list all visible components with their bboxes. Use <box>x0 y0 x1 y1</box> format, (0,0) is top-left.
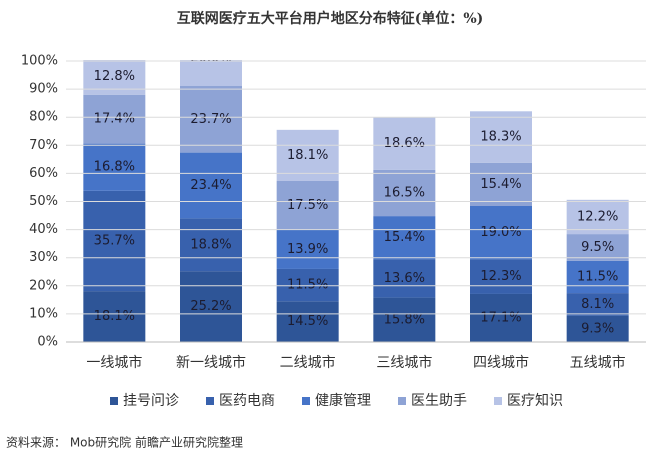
y-tick-label: 80% <box>29 110 58 125</box>
y-tick-label: 60% <box>29 166 58 181</box>
data-label: 17.5% <box>287 198 328 213</box>
data-label: 8.1% <box>581 297 614 312</box>
data-label: 19.0% <box>480 225 521 240</box>
bar-segment <box>83 291 146 342</box>
y-tick-label: 40% <box>29 222 58 237</box>
data-label: 23.7% <box>190 112 231 127</box>
data-label: 15.4% <box>384 230 425 245</box>
x-tick-label: 一线城市 <box>86 354 142 371</box>
bar-segment <box>470 205 532 260</box>
bar-segment <box>180 86 242 153</box>
x-tick-label: 四线城市 <box>473 354 529 371</box>
data-label: 18.1% <box>287 148 328 163</box>
bar-segment <box>373 117 436 170</box>
y-tick-label: 50% <box>29 194 58 209</box>
y-tick-label: 70% <box>29 138 58 153</box>
y-tick-label: 10% <box>29 306 58 321</box>
legend-swatch <box>302 397 310 405</box>
data-label: 18.3% <box>480 130 521 145</box>
bar-segment <box>566 234 629 261</box>
legend-swatch <box>398 397 406 405</box>
bar-segment <box>276 129 339 181</box>
source-note: 资料来源： Mob研究院 前瞻产业研究院整理 <box>6 435 243 450</box>
data-label: 11.5% <box>577 269 618 284</box>
x-tick-label: 五线城市 <box>570 354 626 371</box>
bar-segment <box>276 229 339 269</box>
legend-label: 医生助手 <box>411 393 467 409</box>
data-label: 14.5% <box>287 314 328 329</box>
bar-segment <box>470 111 532 163</box>
bar-segment <box>180 271 242 342</box>
data-label: 12.8% <box>94 69 135 84</box>
bar-segment <box>83 190 146 292</box>
chart-title: 互联网医疗五大平台用户地区分布特征(单位：%) <box>177 10 484 27</box>
data-label: 16.8% <box>94 160 135 175</box>
bar-segment <box>566 315 629 342</box>
plot-area: 18.1% 35.7% 16.8% 17.4% 12.8% 25.2% 18.8% 23.4%… <box>83 50 629 342</box>
bar-segment <box>373 169 436 217</box>
legend-swatch <box>110 397 118 405</box>
x-tick-label: 二线城市 <box>280 354 336 371</box>
data-label: 16.5% <box>384 185 425 200</box>
bar-segment <box>83 143 146 191</box>
data-label: 23.4% <box>190 178 231 193</box>
data-label: 15.8% <box>384 312 425 327</box>
y-tick-label: 30% <box>29 250 58 265</box>
legend-label: 健康管理 <box>315 392 371 409</box>
legend-label: 医疗知识 <box>507 392 563 409</box>
x-tick-label: 新一线城市 <box>176 354 246 371</box>
legend-label: 医药电商 <box>219 393 275 409</box>
bar-segment <box>180 218 242 272</box>
data-label: 9.5% <box>581 240 614 255</box>
legend-label: 挂号问诊 <box>123 393 179 409</box>
y-tick-label: 100% <box>21 54 58 69</box>
bar-segment <box>180 152 242 219</box>
y-tick-label: 90% <box>29 82 58 97</box>
bar-segment <box>566 199 629 235</box>
data-label: 17.4% <box>94 112 135 127</box>
bar-segment <box>373 297 436 342</box>
data-label: 18.8% <box>190 237 231 252</box>
x-tick-label: 三线城市 <box>376 354 432 371</box>
bar-segment <box>566 293 629 316</box>
data-label: 17.1% <box>480 310 521 325</box>
legend-swatch <box>494 397 502 405</box>
data-label: 11.5% <box>287 278 328 293</box>
data-label: 20.0% <box>190 50 231 65</box>
bar-segment <box>470 293 532 342</box>
bar-segment <box>276 268 339 302</box>
bar-segment <box>470 259 532 294</box>
data-label: 12.2% <box>577 209 618 224</box>
data-label: 18.6% <box>384 136 425 151</box>
data-label: 18.1% <box>94 309 135 324</box>
legend-swatch <box>206 397 214 405</box>
data-label: 25.2% <box>190 299 231 314</box>
data-label: 15.4% <box>480 177 521 192</box>
data-label: 13.9% <box>287 242 328 257</box>
data-label: 9.3% <box>581 321 614 336</box>
y-tick-label: 0% <box>37 335 58 350</box>
data-label: 35.7% <box>94 233 135 248</box>
bar-segment <box>470 162 532 206</box>
bar-segment <box>373 259 436 298</box>
bar-segment <box>276 301 339 342</box>
bar-segment <box>276 180 339 230</box>
bar-segment <box>83 94 146 144</box>
data-label: 12.3% <box>480 269 521 284</box>
data-label: 13.6% <box>384 271 425 286</box>
bar-segment <box>180 60 242 87</box>
y-tick-label: 20% <box>29 278 58 293</box>
bar-segment <box>373 216 436 260</box>
bar-segment <box>566 260 629 294</box>
